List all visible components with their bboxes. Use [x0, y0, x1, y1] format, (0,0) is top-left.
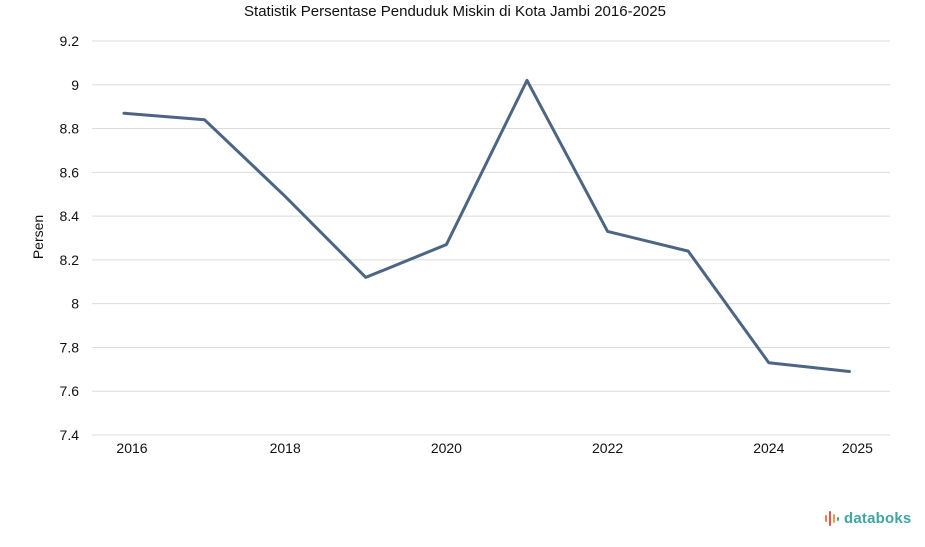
- data-point[interactable]: [843, 366, 855, 378]
- y-axis-label: Persen: [30, 215, 46, 259]
- data-point[interactable]: [682, 245, 694, 257]
- x-tick-label: 2024: [753, 440, 784, 456]
- y-tick-label: 9.2: [60, 33, 80, 49]
- y-tick-label: 8.6: [60, 164, 80, 180]
- series-group: [118, 74, 855, 378]
- data-point[interactable]: [118, 107, 130, 119]
- data-point[interactable]: [279, 190, 291, 202]
- y-tick-label: 7.4: [60, 427, 80, 443]
- x-axis-ticks: 2016 2018 2020 2022 2024 2025: [116, 440, 873, 456]
- y-tick-label: 8.2: [60, 252, 80, 268]
- data-point[interactable]: [602, 225, 614, 237]
- gridlines: [92, 40, 890, 436]
- x-tick-label: 2018: [270, 440, 301, 456]
- data-point[interactable]: [763, 357, 775, 369]
- y-tick-label: 8.4: [60, 208, 80, 224]
- databoks-logo[interactable]: databoks: [824, 508, 911, 528]
- brand-name: databoks: [844, 509, 912, 527]
- y-tick-label: 7.6: [60, 383, 80, 399]
- databoks-logo-icon: [825, 511, 839, 526]
- x-tick-label: 2020: [431, 440, 462, 456]
- series-line: [122, 78, 851, 374]
- y-tick-label: 8: [71, 296, 79, 312]
- chart-title: Statistik Persentase Penduduk Miskin di …: [244, 3, 666, 20]
- y-tick-label: 8.8: [60, 121, 80, 137]
- data-point[interactable]: [521, 74, 533, 86]
- y-tick-label: 7.8: [60, 339, 80, 355]
- x-tick-label: 2016: [116, 440, 147, 456]
- y-tick-label: 9: [71, 77, 79, 93]
- data-point[interactable]: [199, 114, 211, 126]
- y-axis-ticks: 7.4 7.6 7.8 8 8.2 8.4 8.6 8.8 9 9.2: [60, 33, 80, 443]
- x-tick-label: 2022: [592, 440, 623, 456]
- data-point[interactable]: [360, 271, 372, 283]
- x-tick-label: 2025: [842, 440, 873, 456]
- data-point[interactable]: [440, 239, 452, 251]
